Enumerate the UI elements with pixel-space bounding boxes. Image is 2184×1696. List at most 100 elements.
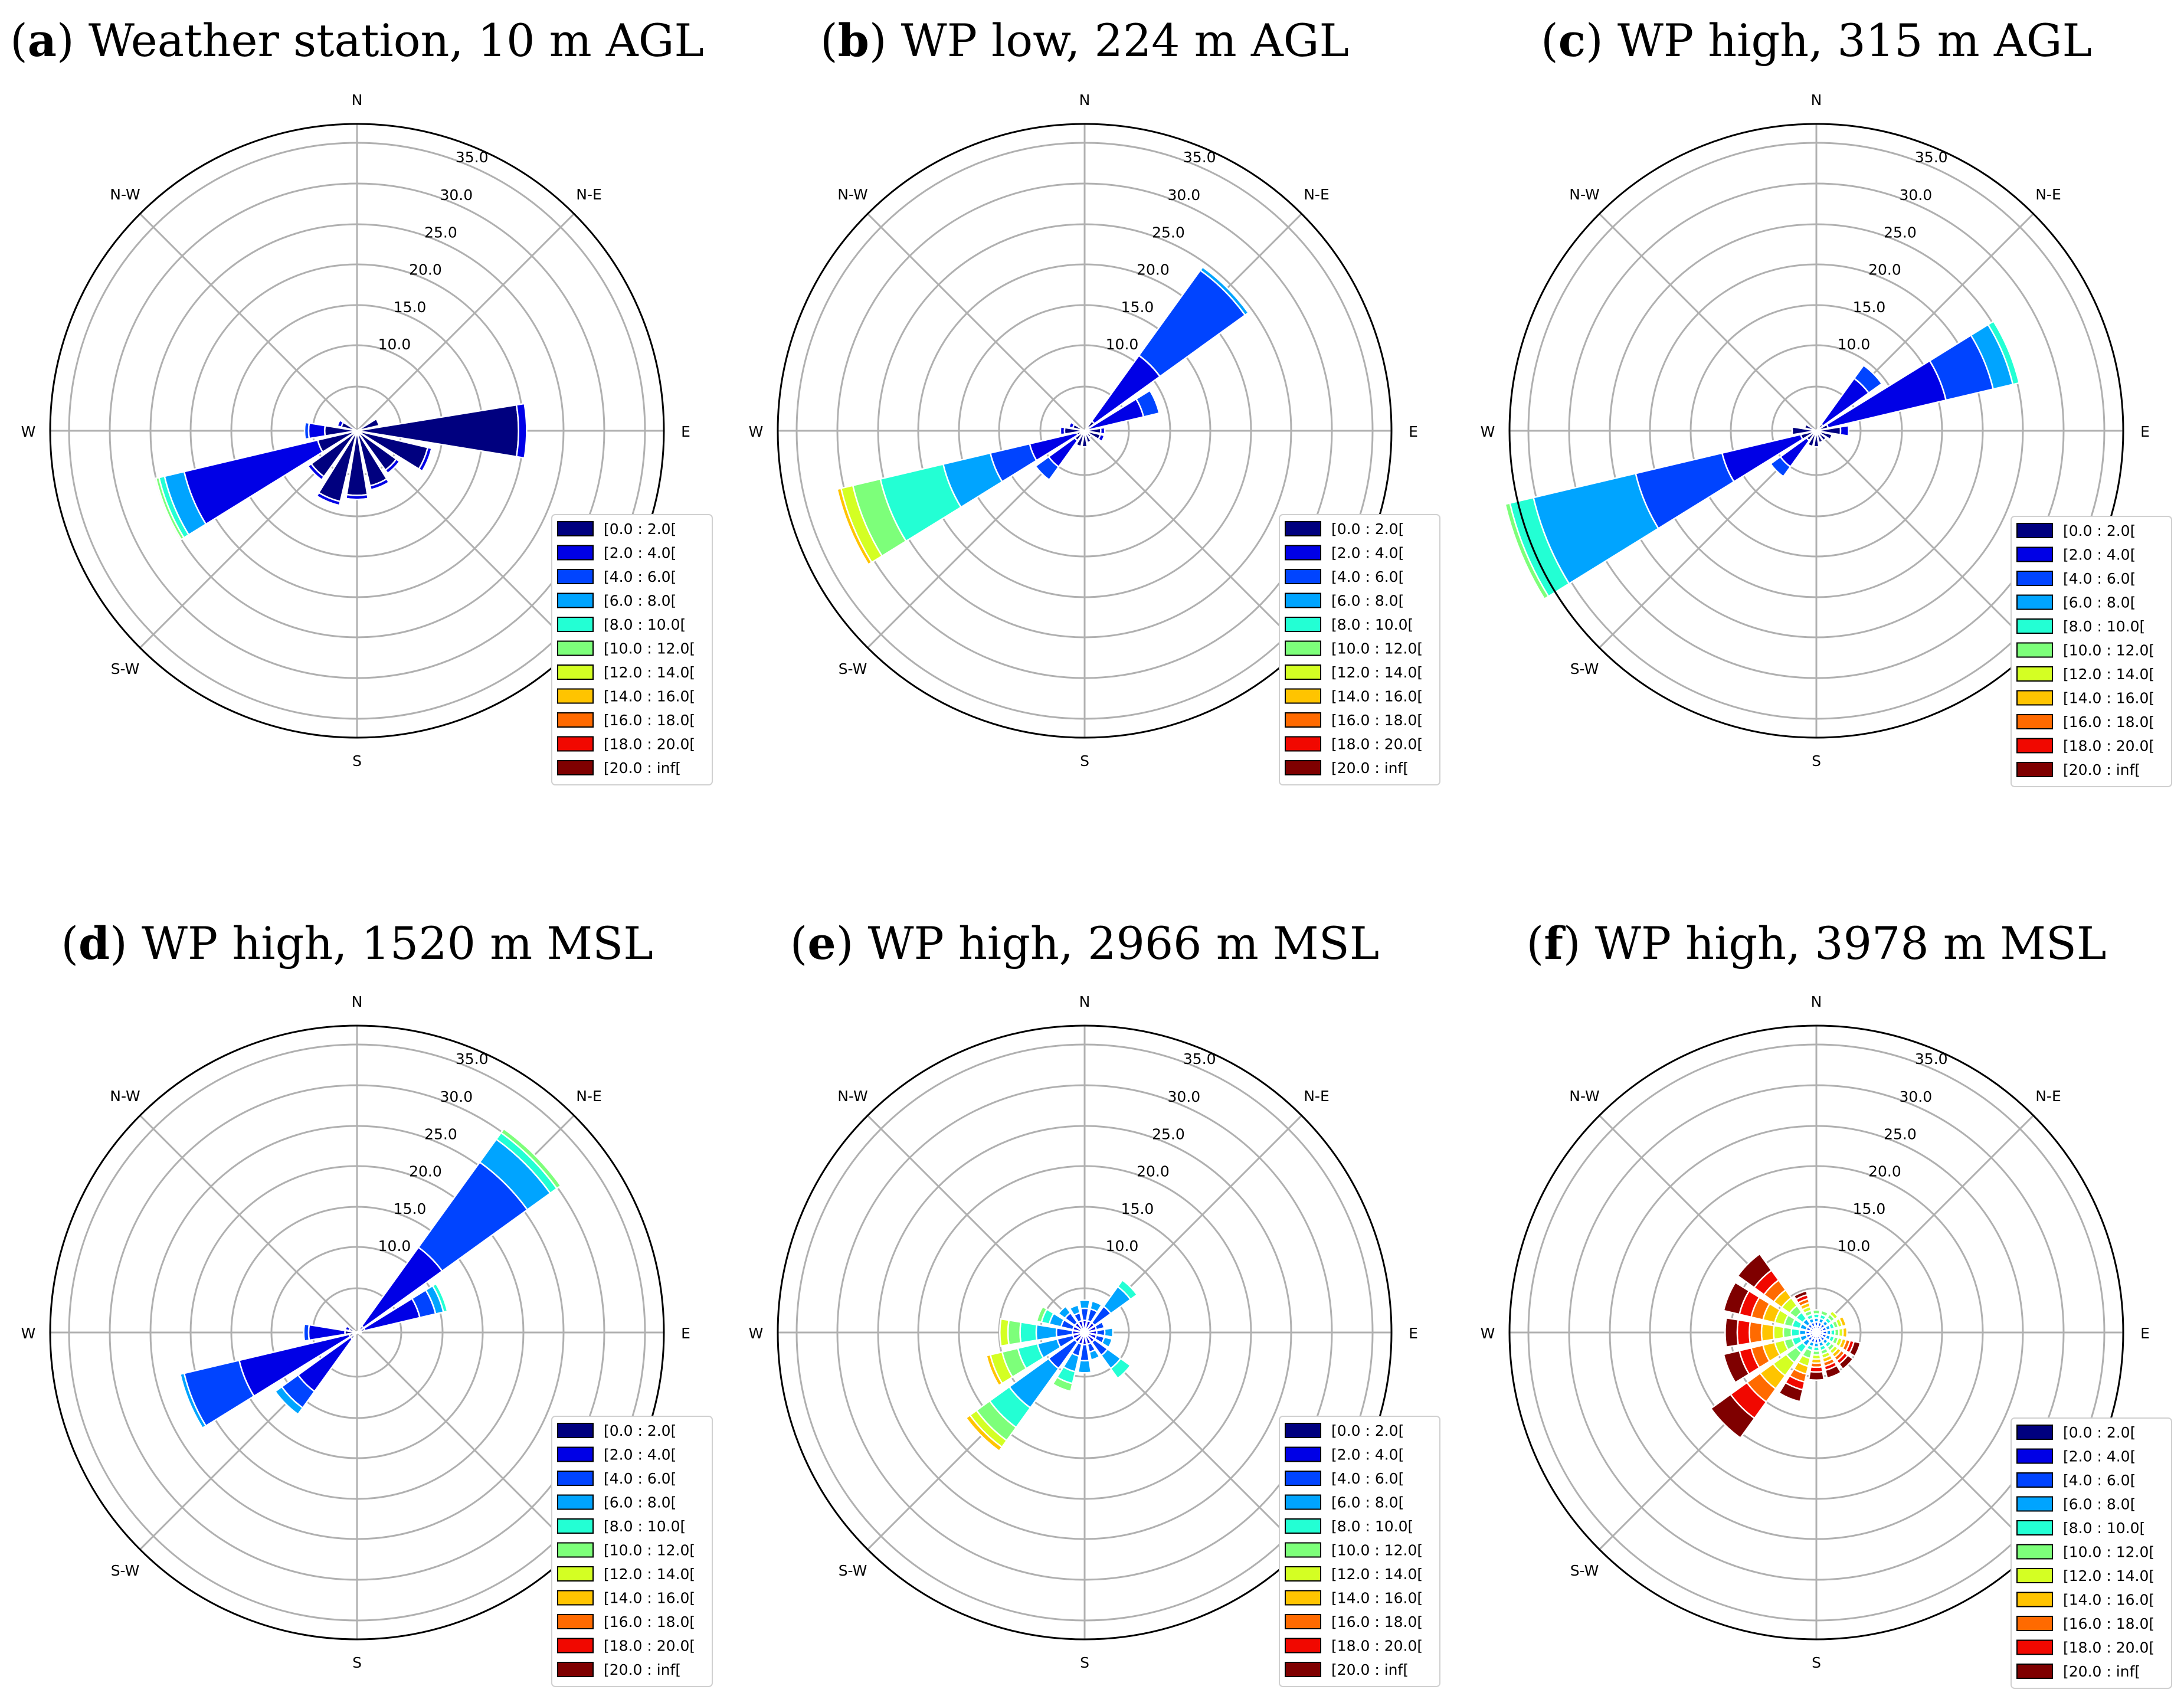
legend-swatch	[557, 1518, 594, 1534]
legend-entry: [6.0 : 8.0[	[604, 592, 676, 610]
sector-2-bin-1	[1099, 427, 1106, 435]
legend-entry: [20.0 : inf[	[2063, 1663, 2140, 1680]
windrose-panel-a: (a) Weather station, 10 m AGLNN-EES-ESS-…	[10, 14, 713, 785]
sector-2-bin-6	[1828, 1309, 1839, 1321]
sector-0-bin-5	[500, 1127, 562, 1190]
sector-13-bin-5	[1036, 1305, 1048, 1324]
direction-label-s: S	[1812, 752, 1821, 770]
sector-0-bin-3	[1078, 1299, 1091, 1309]
sector-8-bin-10	[1808, 1370, 1825, 1381]
outer-circle	[777, 123, 1393, 739]
radial-tick-label: 30.0	[1168, 1088, 1201, 1105]
legend-entry: [10.0 : 12.0[	[604, 640, 695, 657]
legend-swatch	[557, 1566, 594, 1582]
legend-swatch	[2016, 1568, 2053, 1583]
legend-entry: [2.0 : 4.0[	[1331, 545, 1404, 562]
sector-15-bin-3	[1069, 1304, 1081, 1317]
grid-spoke-3	[1083, 430, 1302, 649]
radial-tick-label: 20.0	[1137, 261, 1170, 278]
sector-7-bin-1	[344, 1325, 352, 1332]
sector-14-bin-3	[1057, 1305, 1072, 1320]
legend-swatch	[557, 760, 594, 775]
radial-tick-label: 35.0	[456, 1050, 489, 1068]
title-open-paren: (	[790, 917, 808, 970]
sector-6-bin-4	[1109, 1357, 1132, 1380]
legend-swatch	[557, 617, 594, 632]
direction-label-w: W	[21, 1325, 36, 1342]
radial-tick-label: 15.0	[1121, 1200, 1154, 1217]
direction-label-n-w: N-W	[837, 186, 867, 203]
legend-entry: [18.0 : 20.0[	[1331, 736, 1423, 753]
radial-tick-label: 35.0	[456, 149, 489, 166]
legend-swatch	[2016, 1544, 2053, 1560]
windrose-panel-c: (c) WP high, 315 m AGLNN-EES-ESS-WWN-W10…	[1481, 14, 2172, 787]
sector-0-bin-2	[1853, 364, 1883, 394]
legend-swatch	[557, 640, 594, 656]
legend-swatch	[557, 1446, 594, 1462]
legend-entry: [6.0 : 8.0[	[1331, 592, 1404, 610]
legend-swatch	[1285, 545, 1321, 561]
legend-swatch	[557, 545, 594, 561]
legend-entry: [20.0 : inf[	[1331, 1661, 1409, 1678]
radial-tick-label: 30.0	[1168, 186, 1201, 204]
sector-8-bin-2	[1034, 456, 1060, 482]
direction-label-n-e: N-E	[2035, 1088, 2061, 1105]
sector-4-bin-0	[1815, 430, 1828, 442]
legend-swatch	[2016, 1592, 2053, 1607]
direction-label-n-e: N-E	[576, 1088, 602, 1105]
legend-entry: [18.0 : 20.0[	[2063, 738, 2154, 755]
panel-title: (d) WP high, 1520 m MSL	[61, 917, 653, 970]
sector-0-bin-5	[1812, 1309, 1821, 1315]
legend-entry: [8.0 : 10.0[	[1331, 616, 1413, 633]
panel-title: (a) Weather station, 10 m AGL	[10, 14, 704, 67]
radial-tick-label: 15.0	[394, 299, 427, 316]
title-text: ) WP high, 2966 m MSL	[836, 917, 1380, 970]
radial-tick-label: 20.0	[409, 261, 442, 278]
grid-spoke-7	[139, 1115, 358, 1334]
legend-swatch	[1285, 592, 1321, 608]
legend-swatch	[1285, 617, 1321, 632]
legend-entry: [16.0 : 18.0[	[604, 712, 695, 729]
legend-swatch	[2016, 523, 2053, 538]
direction-label-e: E	[681, 1325, 690, 1342]
sector-3-bin-1	[1097, 433, 1105, 443]
sector-12-bin-10	[1724, 1317, 1740, 1348]
sector-6-bin-10	[1838, 1354, 1854, 1370]
legend-swatch	[2016, 618, 2053, 634]
title-letter: a	[28, 14, 57, 67]
sector-10-bin-1	[336, 419, 345, 428]
legend-entry: [18.0 : 20.0[	[604, 736, 695, 753]
sector-1-bin-4	[1987, 320, 2021, 385]
legend-swatch	[1285, 1614, 1321, 1629]
legend-entry: [8.0 : 10.0[	[2063, 1520, 2145, 1537]
legend-swatch	[1285, 1638, 1321, 1654]
radial-tick-label: 20.0	[1868, 261, 1901, 278]
title-text: ) Weather station, 10 m AGL	[57, 14, 704, 67]
sector-14-bin-10	[1737, 1253, 1773, 1289]
direction-label-n-w: N-W	[110, 1088, 140, 1105]
sector-10-bin-10	[1710, 1393, 1756, 1439]
sector-9-bin-7	[836, 487, 873, 566]
legend-entry: [14.0 : 16.0[	[2063, 690, 2154, 707]
sector-9-bin-5	[1052, 1376, 1074, 1393]
legend-entry: [10.0 : 12.0[	[1331, 1542, 1423, 1559]
legend-entry: [12.0 : 14.0[	[604, 1566, 695, 1583]
sector-9-bin-1	[307, 422, 326, 440]
legend-swatch	[2016, 1616, 2053, 1631]
grid-spoke-3	[356, 1331, 575, 1550]
direction-label-w: W	[1481, 1325, 1495, 1342]
sector-5-bin-10	[1848, 1340, 1862, 1358]
title-letter: e	[807, 917, 836, 970]
legend: [0.0 : 2.0[[2.0 : 4.0[[4.0 : 6.0[[6.0 : …	[2011, 1417, 2172, 1689]
legend-swatch	[1285, 688, 1321, 704]
legend-entry: [4.0 : 6.0[	[604, 568, 676, 585]
legend-swatch	[2016, 738, 2053, 754]
legend-entry: [12.0 : 14.0[	[2063, 1567, 2154, 1584]
radial-tick-label: 10.0	[1106, 336, 1139, 353]
sector-11-bin-7	[985, 1354, 1004, 1387]
sector-3-bin-0	[356, 1331, 362, 1336]
legend-swatch	[2016, 690, 2053, 706]
legend-swatch	[557, 1494, 594, 1510]
sector-8-bin-2	[1769, 456, 1792, 478]
radial-tick-label: 10.0	[1838, 336, 1871, 353]
